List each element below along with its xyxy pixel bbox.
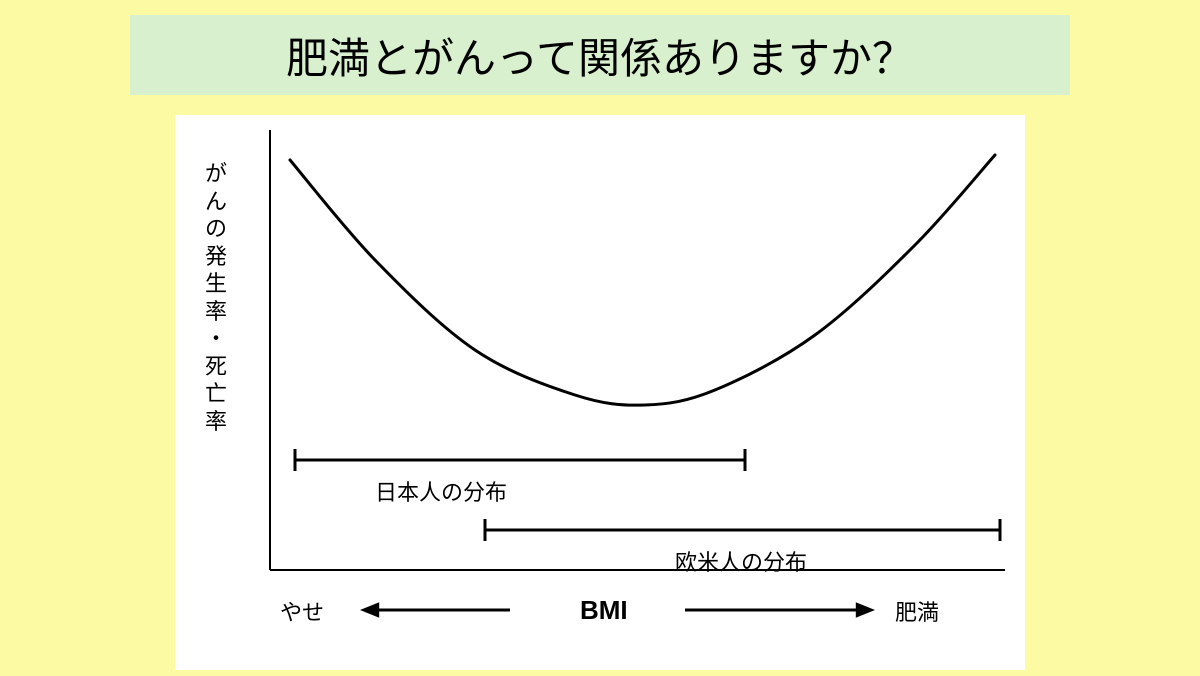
y-axis-label: がんの発生率・死亡率 — [205, 160, 227, 435]
chart-panel: がんの発生率・死亡率 日本人の分布 欧米人の分布 やせ 肥満 BMI — [175, 115, 1025, 670]
x-axis-left-label: やせ — [280, 595, 324, 627]
page-stage: 肥満とがんって関係ありますか？ がんの発生率・死亡率 日本人の分布 欧米人の分布… — [0, 0, 1200, 676]
chart-svg — [175, 115, 1025, 670]
west-range-label: 欧米人の分布 — [675, 545, 807, 577]
japan-range-label: 日本人の分布 — [375, 475, 507, 507]
x-axis-center-label: BMI — [580, 595, 628, 626]
page-title-text: 肥満とがんって関係ありますか？ — [286, 25, 914, 86]
page-title: 肥満とがんって関係ありますか？ — [130, 15, 1070, 95]
x-axis-right-label: 肥満 — [895, 595, 939, 627]
